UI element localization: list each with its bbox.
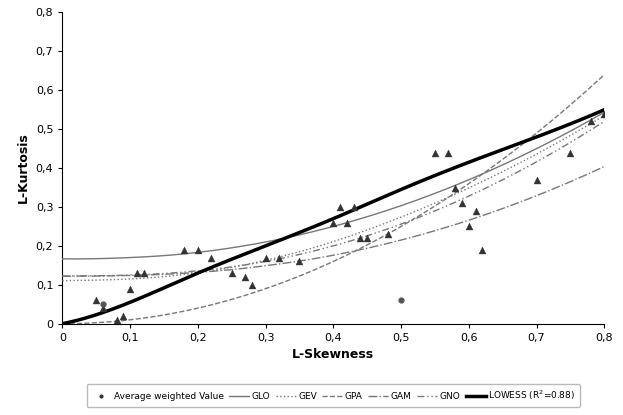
Point <box>112 317 121 323</box>
Point <box>599 110 609 117</box>
Point <box>98 301 108 308</box>
Point <box>464 223 473 230</box>
Point <box>247 281 257 288</box>
Point <box>328 219 338 226</box>
Point <box>118 312 128 319</box>
Point <box>342 219 352 226</box>
Point <box>227 270 237 276</box>
Point <box>349 204 359 210</box>
Point <box>477 247 487 253</box>
Point <box>274 254 284 261</box>
Point <box>193 247 203 253</box>
Point <box>383 231 392 237</box>
Point <box>206 254 216 261</box>
Point <box>430 149 440 156</box>
Point <box>91 297 101 304</box>
Point <box>260 254 270 261</box>
Point <box>98 305 108 311</box>
Point <box>444 149 454 156</box>
Point <box>396 297 406 304</box>
Point <box>125 286 135 292</box>
Point <box>335 204 345 210</box>
Point <box>132 270 142 276</box>
Point <box>179 247 189 253</box>
Point <box>566 149 576 156</box>
Point <box>457 200 467 206</box>
Point <box>138 270 149 276</box>
Point <box>586 118 596 124</box>
Point <box>355 235 365 242</box>
Point <box>470 208 480 214</box>
Point <box>450 184 460 191</box>
Point <box>531 176 541 183</box>
Legend: Average weighted Value, GLO, GEV, GPA, GAM, GNO, LOWESS (R$^2$=0.88): Average weighted Value, GLO, GEV, GPA, G… <box>87 384 580 407</box>
Y-axis label: L-Kurtosis: L-Kurtosis <box>17 133 30 203</box>
Point <box>362 235 372 242</box>
Point <box>295 258 305 265</box>
Point <box>240 274 250 281</box>
X-axis label: L-Skewness: L-Skewness <box>292 348 374 361</box>
